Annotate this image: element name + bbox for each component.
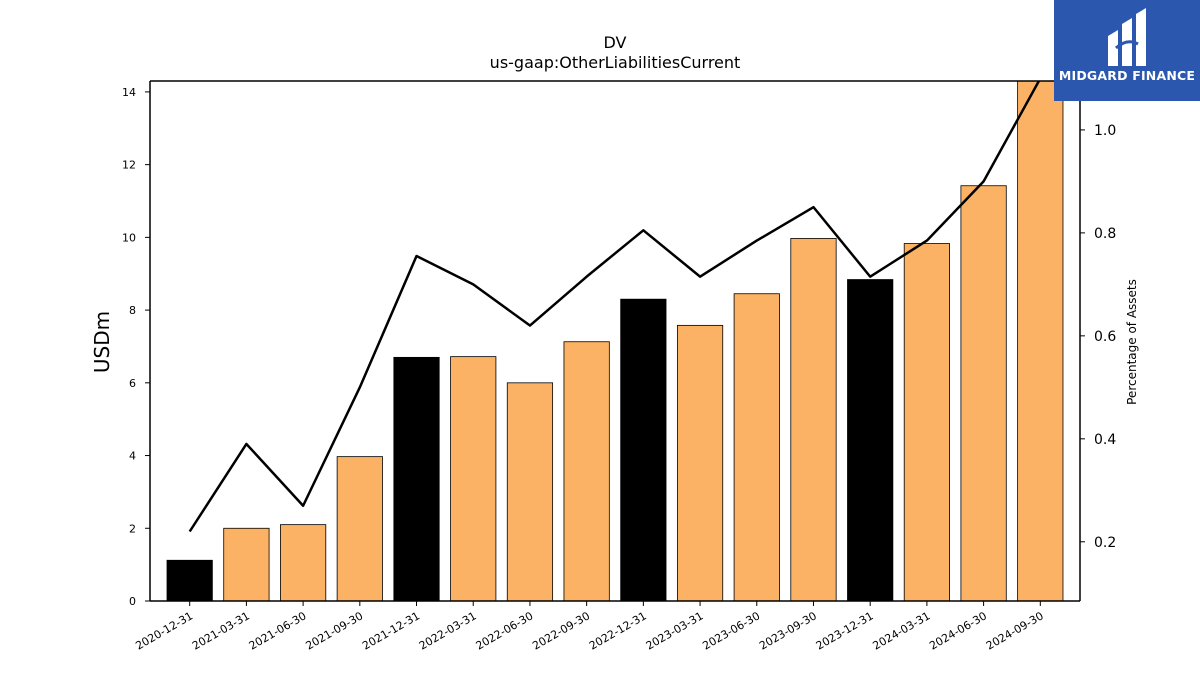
bar-2024-09-30 bbox=[1017, 81, 1064, 601]
x-tick-label: 2021-12-31 bbox=[360, 609, 422, 652]
y-tick-label: 10 bbox=[122, 231, 136, 244]
y-tick-label: 12 bbox=[122, 159, 136, 172]
x-tick-label: 2023-12-31 bbox=[814, 609, 876, 652]
y-tick-label: 8 bbox=[129, 304, 136, 317]
x-tick-label: 2024-06-30 bbox=[927, 609, 989, 652]
bar-2022-06-30 bbox=[506, 382, 554, 601]
x-tick-label: 2021-09-30 bbox=[303, 609, 365, 652]
bar-2024-03-31 bbox=[903, 243, 950, 601]
bar-2023-12-31 bbox=[847, 279, 894, 601]
y2-tick-label: 0.8 bbox=[1094, 226, 1116, 242]
bar-2023-03-31 bbox=[676, 324, 724, 601]
chart-title: DV bbox=[604, 33, 627, 52]
bar-2020-12-31 bbox=[166, 559, 213, 601]
x-tick-label: 2022-03-31 bbox=[417, 609, 479, 652]
bar-2021-09-30 bbox=[336, 456, 383, 601]
y-tick-label: 0 bbox=[129, 595, 136, 608]
x-tick-label: 2020-12-31 bbox=[133, 609, 195, 652]
x-tick-label: 2021-03-31 bbox=[190, 609, 252, 652]
y2-tick-label: 0.4 bbox=[1094, 432, 1116, 448]
x-tick-label: 2022-06-30 bbox=[474, 609, 536, 652]
x-tick-label: 2023-03-31 bbox=[644, 609, 706, 652]
x-tick-label: 2022-12-31 bbox=[587, 609, 649, 652]
y2-tick-label: 1.0 bbox=[1094, 123, 1116, 139]
bar-2022-03-31 bbox=[450, 356, 497, 601]
y2-tick-label: 0.2 bbox=[1094, 535, 1116, 551]
y-tick-label: 14 bbox=[122, 86, 136, 99]
y2-axis-label: Percentage of Assets bbox=[1125, 279, 1139, 405]
bar-2023-09-30 bbox=[790, 238, 837, 601]
y-tick-label: 6 bbox=[129, 377, 136, 390]
x-tick-label: 2023-06-30 bbox=[700, 609, 762, 652]
x-tick-label: 2024-09-30 bbox=[984, 609, 1046, 652]
bar-2021-12-31 bbox=[393, 356, 440, 601]
y-axis-label: USDm bbox=[90, 311, 114, 373]
y-tick-label: 4 bbox=[129, 450, 136, 463]
bar-2022-12-31 bbox=[620, 298, 667, 601]
axes-group bbox=[149, 80, 1081, 602]
x-tick-label: 2022-09-30 bbox=[530, 609, 592, 652]
x-tick-label: 2023-09-30 bbox=[757, 609, 819, 652]
bar-2021-06-30 bbox=[280, 524, 327, 601]
logo-mark-icon bbox=[1108, 8, 1146, 66]
bar-2022-09-30 bbox=[563, 341, 610, 601]
bar-2023-06-30 bbox=[733, 293, 780, 601]
x-tick-label: 2024-03-31 bbox=[871, 609, 933, 652]
bar-2021-03-31 bbox=[223, 527, 270, 601]
percentage-line bbox=[188, 81, 1041, 533]
logo-text: MIDGARD FINANCE bbox=[1058, 68, 1196, 83]
y-tick-label: 2 bbox=[129, 522, 136, 535]
x-tick-label: 2021-06-30 bbox=[247, 609, 309, 652]
line-group bbox=[188, 81, 1041, 533]
chart-subtitle: us-gaap:OtherLiabilitiesCurrent bbox=[490, 53, 741, 72]
logo: MIDGARD FINANCE bbox=[1054, 0, 1200, 101]
bar-group bbox=[166, 81, 1064, 601]
bar-2024-06-30 bbox=[960, 185, 1007, 601]
y2-tick-label: 0.6 bbox=[1094, 329, 1116, 345]
